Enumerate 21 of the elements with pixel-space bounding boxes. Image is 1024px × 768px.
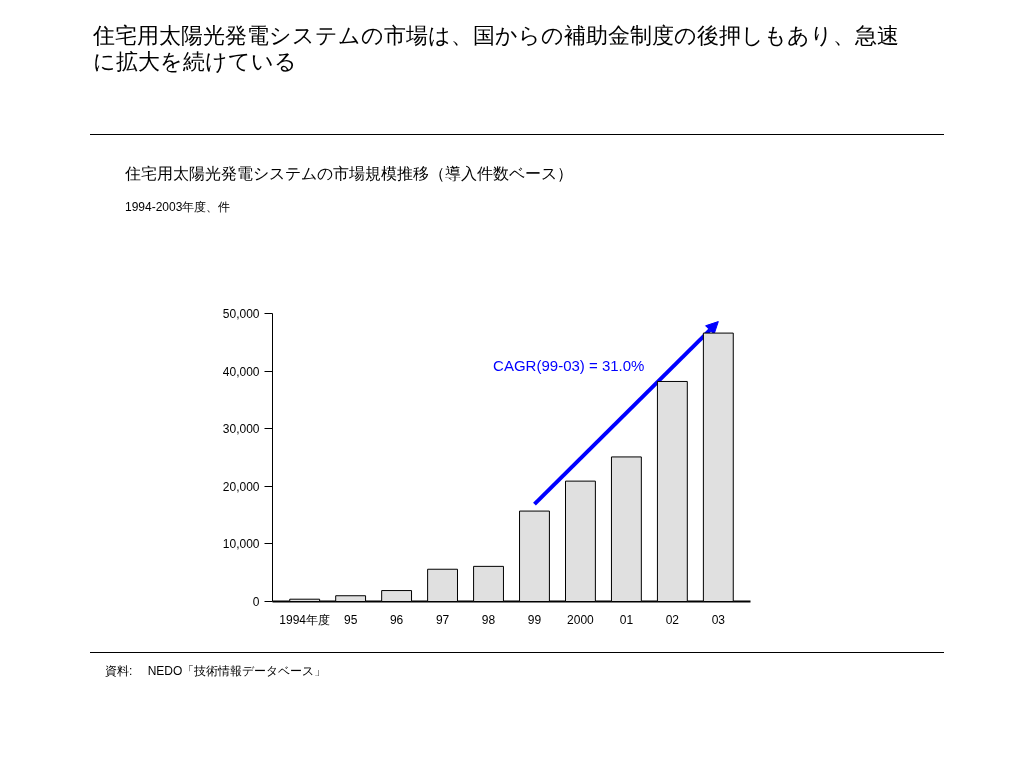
x-tick-label: 98 — [481, 612, 496, 627]
y-tick-label: 50,000 — [222, 307, 260, 321]
chart-subtitle: 住宅用太陽光発電システムの市場規模推移（導入件数ベース） — [125, 164, 573, 184]
x-tick-label: 95 — [343, 612, 358, 627]
y-tick-label: 0 — [252, 595, 260, 609]
text: 資料: NEDO「技術情報データベース」 — [105, 663, 327, 680]
x-tick-label: 97 — [435, 612, 450, 627]
x-tick-label: 03 — [711, 612, 726, 627]
annotation: CAGR(99-03) = 31.0% — [493, 356, 645, 374]
chart-title: 住宅用太陽光発電システムの市場は、国からの補助金制度の後押しもあり、急速に拡大を続けている — [93, 23, 900, 76]
x-tick-label: 2000 — [567, 612, 595, 627]
x-tick-label: 96 — [389, 612, 404, 627]
x-tick-label: 01 — [619, 612, 634, 627]
y-tick-label: 10,000 — [222, 537, 260, 552]
x-tick-label: 99 — [527, 612, 542, 627]
x-tick-label: 1994年度 — [279, 612, 331, 627]
y-tick-label: 40,000 — [222, 364, 260, 379]
y-tick-label: 30,000 — [222, 422, 260, 437]
text: 1994-2003年度、件 — [125, 199, 231, 216]
y-tick-label: 20,000 — [222, 479, 260, 494]
x-tick-label: 02 — [665, 612, 680, 627]
